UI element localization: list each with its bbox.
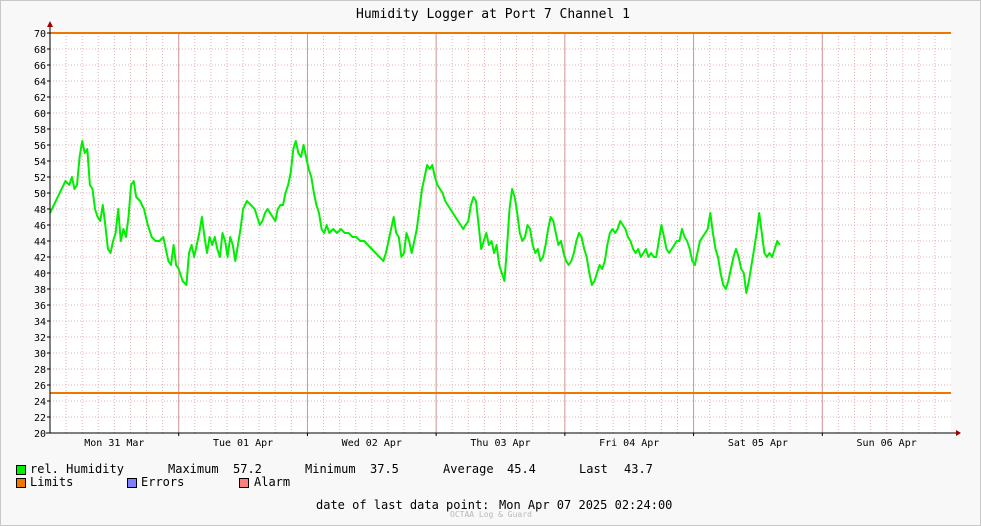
y-tick-label: 42 bbox=[34, 253, 46, 264]
errors-legend-label: Errors bbox=[141, 475, 185, 489]
grid bbox=[50, 32, 951, 433]
y-tick-label: 48 bbox=[34, 205, 46, 216]
alarm-legend-swatch bbox=[239, 478, 249, 488]
y-tick-label: 32 bbox=[34, 333, 46, 344]
avg-value: 45.4 bbox=[507, 462, 536, 476]
series-group bbox=[49, 140, 781, 294]
last-value: 43.7 bbox=[624, 462, 653, 476]
y-tick-label: 40 bbox=[34, 269, 46, 280]
y-tick-label: 70 bbox=[34, 29, 46, 40]
x-axis-ticks: Mon 31 Mar Tue 01 Apr Wed 02 Apr Thu 03 Apr… bbox=[84, 433, 917, 449]
last-point-label: date of last data point: bbox=[316, 498, 490, 512]
y-tick-label: 28 bbox=[34, 365, 46, 376]
y-tick-label: 34 bbox=[34, 317, 46, 328]
y-tick-label: 24 bbox=[34, 397, 46, 408]
x-tick-label: Fri 04 Apr bbox=[599, 438, 659, 449]
max-value: 57.2 bbox=[233, 462, 262, 476]
humidity-legend-swatch bbox=[16, 465, 26, 475]
y-tick-label: 26 bbox=[34, 381, 46, 392]
y-tick-label: 52 bbox=[34, 173, 46, 184]
y-tick-label: 68 bbox=[34, 45, 46, 56]
y-tick-label: 64 bbox=[34, 77, 46, 88]
y-tick-label: 22 bbox=[34, 413, 46, 424]
last-label: Last bbox=[579, 462, 608, 476]
y-tick-label: 66 bbox=[34, 61, 46, 72]
humidity-series-line bbox=[49, 140, 781, 294]
x-tick-label: Mon 31 Mar bbox=[84, 438, 144, 449]
y-tick-label: 54 bbox=[34, 157, 46, 168]
y-tick-label: 58 bbox=[34, 125, 46, 136]
limits-legend-swatch bbox=[16, 478, 26, 488]
y-tick-label: 36 bbox=[34, 301, 46, 312]
y-tick-label: 60 bbox=[34, 109, 46, 120]
max-label: Maximum bbox=[168, 462, 219, 476]
y-tick-label: 44 bbox=[34, 237, 46, 248]
y-tick-label: 56 bbox=[34, 141, 46, 152]
alarm-legend-label: Alarm bbox=[254, 475, 291, 489]
y-tick-label: 46 bbox=[34, 221, 46, 232]
min-label: Minimum bbox=[305, 462, 356, 476]
y-tick-label: 20 bbox=[34, 429, 46, 440]
x-tick-label: Wed 02 Apr bbox=[342, 438, 402, 449]
x-tick-label: Sun 06 Apr bbox=[857, 438, 917, 449]
y-tick-label: 38 bbox=[34, 285, 46, 296]
min-value: 37.5 bbox=[370, 462, 399, 476]
errors-legend-swatch bbox=[127, 478, 137, 488]
x-tick-label: Sat 05 Apr bbox=[728, 438, 788, 449]
watermark: OCTAA Log & Guard bbox=[450, 510, 532, 519]
y-axis-arrow bbox=[47, 21, 53, 27]
limit-lines bbox=[50, 32, 951, 394]
y-tick-label: 30 bbox=[34, 349, 46, 360]
chart-title: Humidity Logger at Port 7 Channel 1 bbox=[356, 7, 630, 22]
avg-label: Average bbox=[443, 462, 494, 476]
y-tick-label: 62 bbox=[34, 93, 46, 104]
humidity-legend-label: rel. Humidity bbox=[30, 462, 124, 476]
last-point-value: Mon Apr 07 2025 02:24:00 bbox=[499, 498, 673, 512]
x-tick-label: Thu 03 Apr bbox=[470, 438, 530, 449]
y-axis-ticks: 20 22 24 26 28 30 32 34 36 38 40 42 44 46 48 50 52 54 56 58… bbox=[34, 29, 50, 440]
y-tick-label: 50 bbox=[34, 189, 46, 200]
x-axis-arrow bbox=[956, 430, 961, 436]
limits-legend-label: Limits bbox=[30, 475, 74, 489]
x-tick-label: Tue 01 Apr bbox=[213, 438, 273, 449]
axes bbox=[46, 21, 961, 436]
